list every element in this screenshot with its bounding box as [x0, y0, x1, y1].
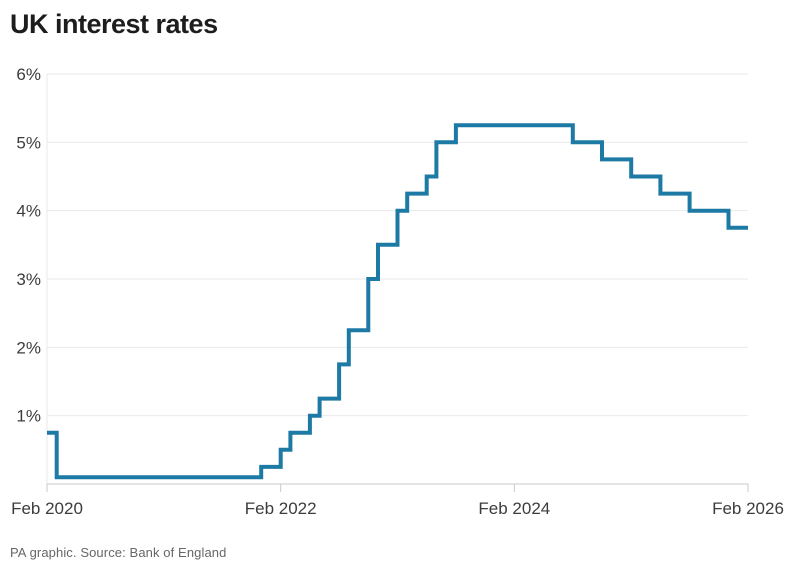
- rate-step-line: [47, 123, 748, 480]
- page-title: UK interest rates: [10, 9, 218, 39]
- x-axis: [46, 483, 749, 492]
- y-tick-label: 6%: [16, 65, 41, 84]
- x-tick-label: Feb 2026: [712, 499, 784, 518]
- y-tick-label: 4%: [16, 202, 41, 221]
- y-tick-label: 5%: [16, 133, 41, 152]
- x-tick-label: Feb 2024: [478, 499, 550, 518]
- y-tick-label: 1%: [16, 407, 41, 426]
- x-tick-labels: Feb 2020 Feb 2022 Feb 2024 Feb 2026: [11, 499, 784, 518]
- y-tick-labels: 1% 2% 3% 4% 5% 6%: [16, 65, 41, 426]
- source-credit: PA graphic. Source: Bank of England: [10, 545, 227, 560]
- x-tick-label: Feb 2022: [245, 499, 317, 518]
- x-tick-label: Feb 2020: [11, 499, 83, 518]
- y-tick-label: 2%: [16, 338, 41, 357]
- y-tick-label: 3%: [16, 270, 41, 289]
